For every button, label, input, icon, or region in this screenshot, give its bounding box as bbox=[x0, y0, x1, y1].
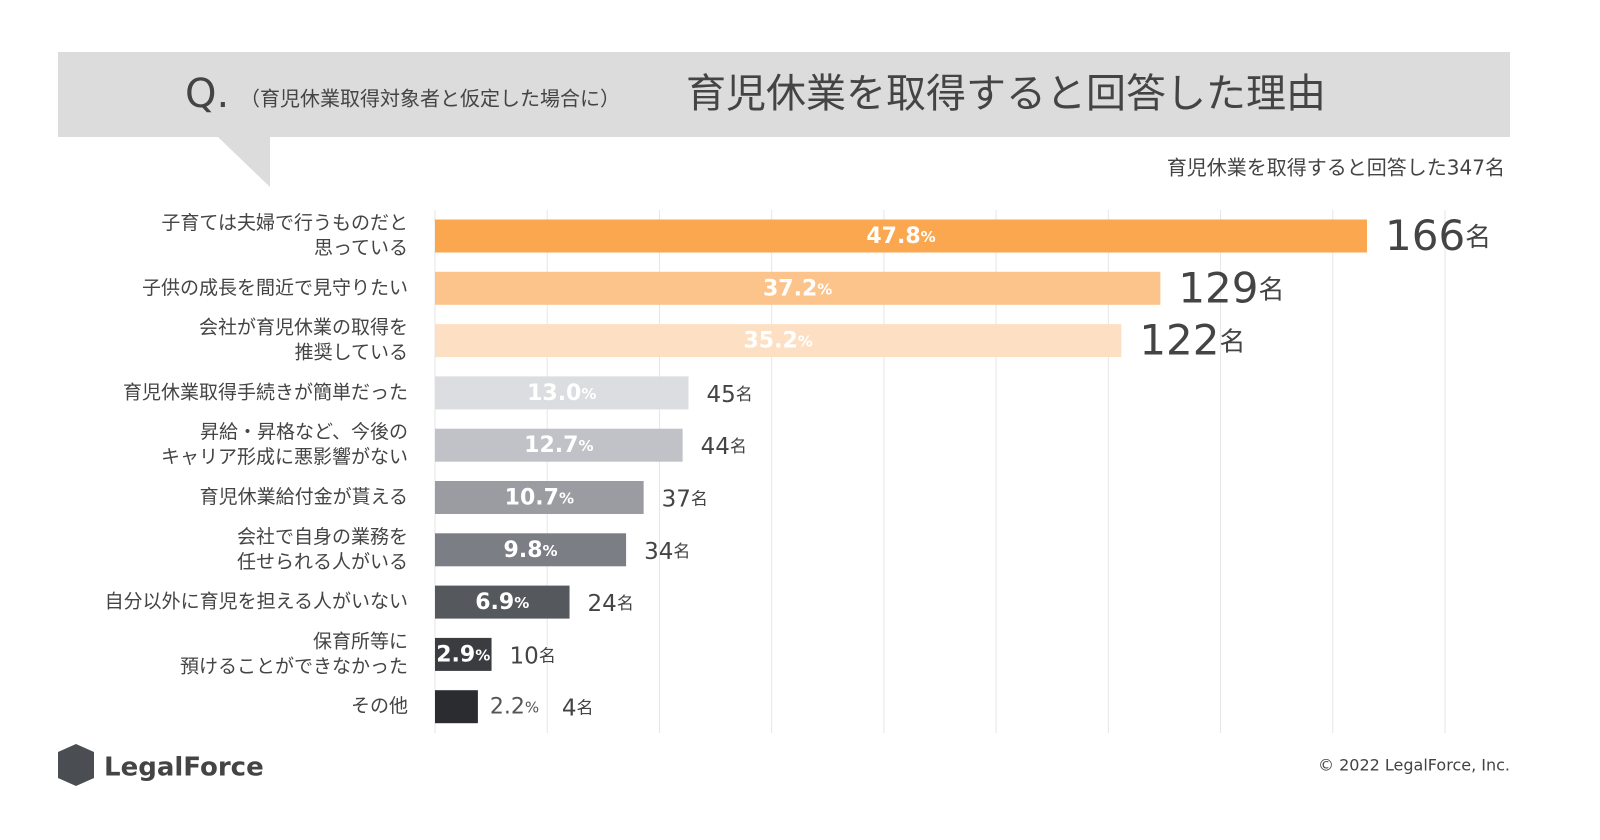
count-label: 37名 bbox=[662, 486, 708, 512]
category-label: 昇給・昇格など、今後の bbox=[200, 421, 408, 443]
category-label: キャリア形成に悪影響がない bbox=[161, 446, 408, 468]
value-label: 13.0% bbox=[527, 381, 596, 406]
count-label: 4名 bbox=[562, 695, 594, 721]
category-label: 子育ては夫婦で行うものだと bbox=[161, 212, 408, 234]
category-label: 会社が育児休業の取得を bbox=[199, 317, 408, 339]
value-label: 2.9% bbox=[436, 642, 490, 667]
category-label: その他 bbox=[351, 695, 408, 717]
header-band bbox=[58, 52, 1510, 137]
logo: LegalForce bbox=[58, 744, 264, 786]
bar bbox=[435, 376, 689, 410]
bar bbox=[435, 481, 644, 514]
value-label: 10.7% bbox=[505, 486, 574, 511]
count-label: 129名 bbox=[1178, 263, 1284, 312]
chart-title: 育児休業を取得すると回答した理由 bbox=[686, 71, 1326, 117]
category-label: 子供の成長を間近で見守りたい bbox=[142, 277, 408, 299]
subtitle: 育児休業を取得すると回答した347名 bbox=[1167, 156, 1505, 180]
bar bbox=[435, 690, 478, 724]
title-prefix: Q. bbox=[185, 71, 229, 117]
category-label: 育児休業取得手続きが簡単だった bbox=[123, 381, 408, 403]
bar bbox=[435, 271, 1161, 305]
title-note: （育児休業取得対象者と仮定した場合に） bbox=[240, 87, 620, 111]
count-label: 24名 bbox=[588, 591, 634, 617]
category-label: 思っている bbox=[314, 237, 408, 259]
value-label: 35.2% bbox=[744, 329, 813, 354]
bar bbox=[435, 533, 627, 567]
count-label: 122名 bbox=[1139, 315, 1245, 364]
bar bbox=[435, 219, 1368, 253]
bar bbox=[435, 637, 492, 671]
value-label: 6.9% bbox=[475, 590, 529, 615]
category-label: 保育所等に bbox=[313, 630, 408, 652]
count-label: 10名 bbox=[510, 643, 556, 669]
copyright: © 2022 LegalForce, Inc. bbox=[1318, 756, 1510, 775]
header-pointer bbox=[218, 137, 270, 187]
value-label: 2.2% bbox=[490, 695, 539, 720]
value-label: 12.7% bbox=[524, 433, 593, 458]
category-label: 推奨している bbox=[295, 342, 408, 364]
category-label: 自分以外に育児を担える人がいない bbox=[105, 591, 408, 613]
category-label: 預けることができなかった bbox=[180, 655, 408, 677]
count-label: 166名 bbox=[1385, 211, 1491, 260]
bar bbox=[435, 585, 570, 619]
value-label: 37.2% bbox=[763, 276, 832, 301]
bar bbox=[435, 428, 683, 462]
count-label: 34名 bbox=[644, 538, 690, 564]
category-label: 育児休業給付金が貰える bbox=[200, 486, 408, 508]
value-label: 47.8% bbox=[866, 224, 935, 249]
brand: LegalForce bbox=[104, 753, 264, 783]
value-label: 9.8% bbox=[504, 538, 558, 563]
category-label: 任せられる人がいる bbox=[237, 551, 408, 573]
count-label: 45名 bbox=[706, 381, 752, 407]
logo-icon bbox=[58, 744, 94, 786]
bar bbox=[435, 324, 1122, 358]
count-label: 44名 bbox=[701, 434, 747, 460]
category-label: 会社で自身の業務を bbox=[237, 526, 408, 548]
